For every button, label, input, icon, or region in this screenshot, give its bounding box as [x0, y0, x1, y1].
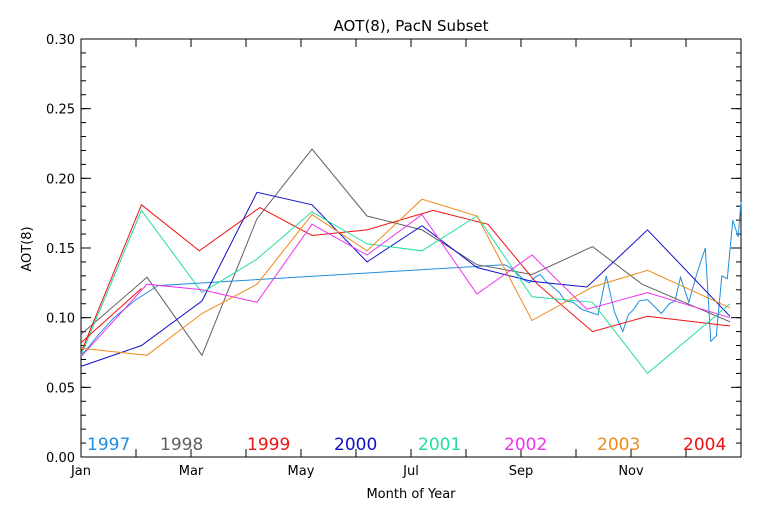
series-lines: [80, 148, 742, 375]
y-tick-label: 0.00: [46, 451, 75, 466]
x-axis-label: Month of Year: [366, 487, 456, 502]
legend-entry-1997: 1997: [87, 435, 130, 455]
y-axis-label: AOT(8): [20, 226, 35, 271]
plot-frame: [80, 38, 742, 458]
x-axis: Jan Mar May Jul Sep Nov: [70, 39, 742, 479]
legend-entry-2003: 2003: [597, 435, 640, 455]
y-axis: 0.00 0.05 0.10 0.15 0.20 0.25 0.30: [46, 33, 741, 466]
y-tick-label: 0.10: [46, 312, 75, 327]
legend-entry-2001: 2001: [418, 435, 461, 455]
x-tick-label: Nov: [618, 464, 644, 479]
series-line-1997: [80, 201, 742, 356]
series-line-2001: [80, 209, 731, 375]
legend-entry-2004: 2004: [683, 435, 726, 455]
x-tick-label: Sep: [509, 464, 534, 479]
series-line-2000: [80, 191, 731, 367]
legend-entry-2002: 2002: [504, 435, 547, 455]
y-tick-label: 0.15: [46, 242, 75, 257]
y-tick-label: 0.05: [46, 381, 75, 396]
x-tick-label: Jan: [70, 464, 91, 479]
series-line-2004: [80, 288, 142, 344]
x-tick-label: Jul: [402, 464, 419, 479]
x-tick-label: Mar: [179, 464, 204, 479]
legend-entry-1999: 1999: [247, 435, 290, 455]
x-tick-label: May: [288, 464, 315, 479]
y-tick-label: 0.20: [46, 172, 75, 187]
chart-title: AOT(8), PacN Subset: [333, 17, 488, 35]
series-line-2003: [80, 198, 731, 356]
legend-entry-1998: 1998: [160, 435, 203, 455]
series-line-2002: [80, 213, 731, 358]
y-tick-label: 0.25: [46, 103, 75, 118]
legend-entry-2000: 2000: [334, 435, 377, 455]
legend: 1997 1998 1999 2000 2001 2002 2003 2004: [87, 435, 726, 455]
y-tick-label: 0.30: [46, 33, 75, 48]
series-line-1998: [80, 148, 731, 357]
